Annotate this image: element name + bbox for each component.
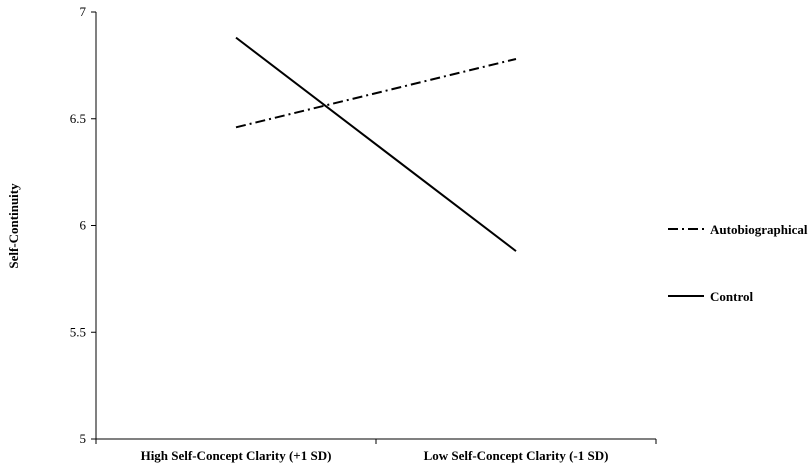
y-axis-ticks: 5 5.5 6 6.5 7 [70,4,96,446]
y-tick-label: 5.5 [70,324,86,339]
x-category-label: Low Self-Concept Clarity (-1 SD) [424,448,609,463]
series-line-autobiographical-memory [235,57,517,129]
x-axis-categories: High Self-Concept Clarity (+1 SD) Low Sel… [95,439,657,463]
legend-label: Autobiographical Memory [710,222,809,237]
y-axis-title: Self-Continuity [6,183,21,269]
axes [95,12,656,440]
legend: Autobiographical Memory Control [668,222,809,304]
y-tick-label: 7 [80,4,87,19]
x-category-label: High Self-Concept Clarity (+1 SD) [141,448,332,463]
series-line-control [235,36,517,252]
y-tick-label: 6.5 [70,111,86,126]
legend-label: Control [710,289,753,304]
series-lines [235,36,517,252]
y-tick-label: 6 [80,218,87,233]
y-tick-label: 5 [80,431,87,446]
